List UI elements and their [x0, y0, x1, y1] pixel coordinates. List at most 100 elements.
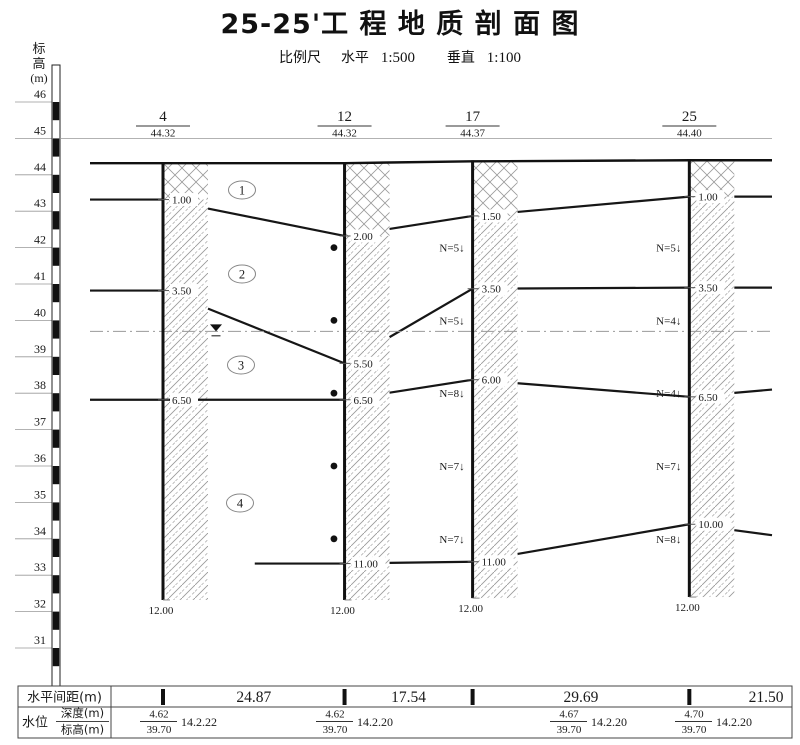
scale-vertical-label: 垂直: [446, 49, 475, 65]
layer-number-badge: [228, 264, 256, 284]
stratum-depth-label: 6.50: [354, 395, 374, 407]
depth-label-mask: [170, 284, 198, 298]
water-level-elevation-value: 39.70: [147, 724, 172, 736]
stratum-depth-label: 1.00: [698, 192, 718, 204]
stratum-depth-label: 2.00: [354, 231, 374, 243]
sample-point-dot: [330, 317, 338, 324]
stratum-boundary-layer2-3: [517, 286, 690, 290]
axis-tick-label: 36: [34, 451, 46, 465]
axis-tick-label: 33: [34, 560, 46, 574]
axis-tick-label: 31: [34, 633, 46, 647]
axis-tick-label: 41: [34, 269, 46, 283]
scale-bar-segment: [52, 429, 60, 448]
borehole-ground-elevation-label: 44.37: [460, 128, 485, 140]
depth-label-mask: [479, 282, 508, 296]
scale-bar-segment: [52, 466, 60, 485]
elevation-axis-title: 高: [32, 56, 45, 72]
spacing-value: 17.54: [391, 689, 426, 706]
sample-point-dot: [330, 535, 338, 543]
layer-number-badge: [226, 493, 254, 513]
water-level-date: 14.2.20: [357, 715, 393, 729]
page-title: 25-25'工 程 地 质 剖 面 图: [220, 9, 580, 40]
water-level-elevation-value: 39.70: [323, 724, 348, 736]
stratum-boundary-layer2-3: [388, 287, 474, 339]
depth-label-mask: [351, 393, 380, 407]
stratum-boundary-layer3-4: [389, 378, 473, 394]
spacing-value: 29.69: [564, 689, 599, 706]
stratum-boundary-layer4-5: [389, 560, 473, 565]
axis-tick-label: 35: [34, 487, 46, 501]
stratum-depth-label: 11.00: [482, 557, 507, 569]
stratum-boundary-layer3-4: [734, 388, 773, 394]
water-level-elevation-value: 39.70: [557, 724, 582, 736]
axis-tick-label: 34: [34, 524, 46, 538]
scale-vertical-value: 1:100: [486, 50, 521, 66]
spt-value-label: N=5↓: [439, 243, 464, 255]
borehole-id-label: 4: [159, 109, 167, 125]
spt-value-label: N=4↓: [656, 315, 681, 327]
spt-value-label: N=4↓: [656, 388, 681, 400]
stratum-depth-label: 3.50: [172, 286, 192, 298]
water-level-date: 14.2.20: [591, 715, 627, 729]
axis-tick-label: 44: [34, 160, 46, 174]
scale-horizontal-label: 水平: [340, 49, 369, 65]
depth-label-mask: [696, 390, 725, 404]
axis-tick-label: 45: [34, 123, 46, 137]
elevation-axis-title: 标: [32, 42, 45, 57]
scale-bar-segment: [52, 356, 60, 375]
axis-tick-label: 32: [34, 597, 46, 611]
depth-label-mask: [479, 555, 514, 569]
water-level-date: 14.2.20: [716, 715, 752, 729]
spt-value-label: N=5↓: [439, 315, 464, 327]
elevation-axis-unit: (m): [30, 71, 47, 85]
stratum-depth-label: 1.00: [172, 195, 192, 207]
spt-value-label: N=5↓: [656, 243, 681, 255]
scale-bar-segment: [52, 648, 60, 667]
stratum-boundary-layer1-2: [389, 214, 473, 231]
spt-value-label: N=7↓: [656, 461, 681, 473]
water-level-depth-value: 4.62: [149, 709, 168, 721]
scale-bar-segment: [52, 320, 60, 339]
depth-label-mask: [479, 373, 508, 387]
stratum-boundary-layer2-3: [207, 307, 345, 365]
scale-bar-segment: [52, 174, 60, 193]
axis-tick-label: 43: [34, 196, 46, 210]
water-depth-header: 深度(m): [61, 706, 104, 720]
stratum-depth-label: 3.50: [482, 284, 502, 296]
water-level-depth-value: 4.62: [325, 709, 344, 721]
borehole-ground-elevation-label: 44.32: [151, 128, 176, 140]
axis-tick-label: 46: [34, 87, 46, 101]
layer-number-badge: [227, 355, 255, 375]
depth-label-mask: [351, 356, 380, 370]
borehole-bottom-depth-label: 12.00: [330, 605, 355, 617]
borehole-bottom-depth-label: 12.00: [675, 602, 700, 614]
borehole-ground-elevation-label: 44.40: [677, 128, 702, 140]
layer-number-text: 3: [238, 359, 244, 373]
layer-number-badge: [228, 180, 256, 200]
borehole-id-label: 12: [337, 109, 352, 125]
stratum-depth-label: 10.00: [698, 519, 723, 531]
borehole-column-fill-hatch-17: [472, 161, 518, 216]
depth-label-mask: [170, 193, 198, 207]
depth-label-mask: [351, 229, 380, 243]
stratum-boundary-layer4-5: [517, 523, 690, 556]
sample-point-dot: [330, 462, 338, 470]
spt-value-label: N=7↓: [439, 534, 464, 546]
borehole-id-label: 25: [682, 109, 697, 125]
spt-value-label: N=7↓: [439, 461, 464, 473]
stratum-depth-label: 6.50: [172, 395, 192, 407]
depth-label-mask: [479, 209, 508, 223]
layer-number-text: 2: [239, 268, 245, 282]
scale-bar-segment: [52, 575, 60, 594]
water-level-elevation-value: 39.70: [682, 724, 707, 736]
borehole-column-soil-hatch-12: [344, 235, 390, 600]
stratum-boundary-layer3-4: [517, 382, 690, 398]
stratum-boundary-layer4-5: [734, 529, 773, 537]
sample-point-dot: [330, 389, 338, 397]
scale-bar-segment: [52, 284, 60, 303]
axis-tick-label: 40: [34, 305, 46, 319]
axis-tick-label: 38: [34, 378, 46, 392]
axis-tick-label: 39: [34, 342, 46, 356]
scale-note: 比例尺 水平 1:500 垂直 1:100: [0, 47, 800, 67]
spacing-value: 21.50: [749, 689, 784, 706]
